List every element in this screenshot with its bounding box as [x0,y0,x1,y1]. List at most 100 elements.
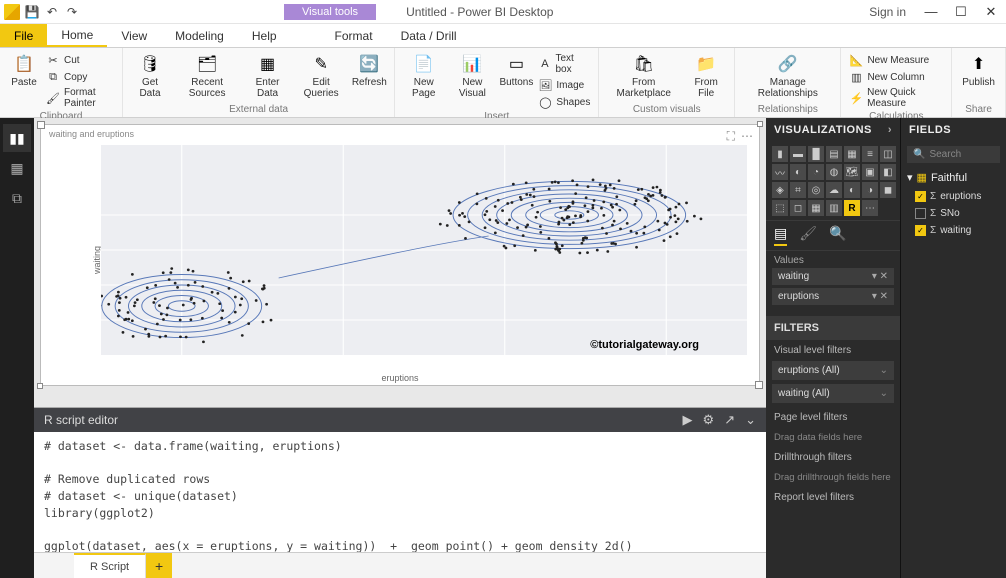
values-field[interactable]: waiting▾ ✕ [772,268,894,285]
model-view-icon[interactable]: ⧉ [3,184,31,212]
redo-icon[interactable]: ↷ [64,4,80,20]
analytics-tab-icon[interactable]: 🔍 [829,225,846,246]
viz-type-icon[interactable]: ◍ [826,164,842,180]
tab-view[interactable]: View [107,24,161,47]
sign-in-link[interactable]: Sign in [869,5,906,19]
viz-type-icon[interactable]: ▣ [862,164,878,180]
viz-type-icon[interactable]: ◐ [790,164,806,180]
page-filters-hint[interactable]: Drag data fields here [766,428,900,447]
values-well[interactable]: waiting▾ ✕ eruptions▾ ✕ [772,268,894,308]
viz-type-icon[interactable]: ≡ [862,146,878,162]
run-script-icon[interactable]: ▶ [683,412,693,428]
shapes-button[interactable]: ◯Shapes [536,94,592,110]
tab-data-drill[interactable]: Data / Drill [387,24,471,47]
field-waiting[interactable]: ✓Σwaiting [901,222,1006,239]
viz-type-icon[interactable]: R [844,200,860,216]
viz-type-icon[interactable]: ▬ [790,146,806,162]
cut-icon: ✂ [46,53,60,67]
tab-help[interactable]: Help [238,24,291,47]
fields-search[interactable]: 🔍Search [907,146,1000,163]
add-page-button[interactable]: + [146,553,172,578]
viz-type-icon[interactable]: ▤ [826,146,842,162]
external-editor-icon[interactable]: ↗ [724,412,735,428]
cut-button[interactable]: ✂Cut [44,52,116,68]
refresh-button[interactable]: 🔄Refresh [350,50,388,103]
viz-type-icon[interactable]: ☁ [826,182,842,198]
tab-format[interactable]: Format [321,24,387,47]
viz-type-icon[interactable]: ▥ [826,200,842,216]
settings-icon[interactable]: ⚙ [703,412,715,428]
tab-modeling[interactable]: Modeling [161,24,238,47]
close-icon[interactable]: ✕ [976,0,1006,24]
more-options-icon[interactable]: ⋯ [741,129,753,144]
drillthrough-hint[interactable]: Drag drillthrough fields here [766,468,900,487]
field-eruptions[interactable]: ✓Σeruptions [901,188,1006,205]
report-filters-label: Report level filters [766,487,900,508]
viz-type-icon[interactable]: ◑ [862,182,878,198]
textbox-button[interactable]: AText box [536,52,592,76]
r-code-area[interactable]: # dataset <- data.frame(waiting, eruptio… [34,432,766,552]
new-measure-button[interactable]: 📐New Measure [847,52,945,68]
from-file-button[interactable]: 📁From File [684,50,728,103]
viz-type-icon[interactable]: ⬚ [772,200,788,216]
minimize-icon[interactable]: — [916,0,946,24]
values-field[interactable]: eruptions▾ ✕ [772,288,894,305]
publish-button[interactable]: ⬆Publish [958,50,999,103]
shapes-icon: ◯ [538,95,552,109]
enter-data-button[interactable]: ▦Enter Data [243,50,292,103]
field-SNo[interactable]: ΣSNo [901,205,1006,222]
page-tab-rscript[interactable]: R Script [74,553,146,578]
tab-file[interactable]: File [0,24,47,47]
get-data-button[interactable]: 🛢Get Data [129,50,171,103]
viz-type-icon[interactable]: ◧ [880,164,896,180]
format-tab-icon[interactable]: 🖌 [799,225,817,246]
manage-relationships-button[interactable]: 🔗Manage Relationships [741,50,834,103]
viz-type-icon[interactable]: ⌗ [790,182,806,198]
new-page-button[interactable]: 📄New Page [401,50,446,110]
tab-home[interactable]: Home [47,24,107,47]
viz-type-icon[interactable]: ◐ [844,182,860,198]
new-quick-measure-button[interactable]: ⚡New Quick Measure [847,86,945,110]
r-visual-frame[interactable]: waiting and eruptions ⛶ ⋯ waiting erupti… [40,124,760,386]
viz-type-icon[interactable]: ◻ [790,200,806,216]
table-node-faithful[interactable]: ▾▦Faithful [901,167,1006,188]
visual-filter-item[interactable]: waiting (All)⌄ [772,384,894,403]
viz-type-icon[interactable]: 〰 [772,164,788,180]
collapse-viz-icon[interactable]: › [888,124,892,136]
undo-icon[interactable]: ↶ [44,4,60,20]
save-icon[interactable]: 💾 [24,4,40,20]
new-column-button[interactable]: ▥New Column [847,69,945,85]
viz-type-icon[interactable]: ◫ [880,146,896,162]
viz-type-icon[interactable]: ◼ [880,182,896,198]
image-button[interactable]: 🖼Image [536,77,592,93]
paste-button[interactable]: 📋Paste [6,50,42,110]
buttons-button[interactable]: ▭Buttons [498,50,534,110]
viz-type-icon[interactable]: ◔ [808,164,824,180]
group-calculations: 📐New Measure ▥New Column ⚡New Quick Meas… [841,48,952,117]
new-visual-button[interactable]: 📊New Visual [448,50,496,110]
viz-type-icon[interactable]: ◈ [772,182,788,198]
viz-type-icon[interactable]: █ [808,146,824,162]
group-share: ⬆Publish Share [952,48,1006,117]
collapse-icon[interactable]: ⌄ [745,412,756,428]
viz-type-icon[interactable]: ▮ [772,146,788,162]
viz-type-icon[interactable]: ⋯ [862,200,878,216]
format-painter-button[interactable]: 🖌Format Painter [44,86,116,110]
chevron-down-icon: ▾ [907,171,913,184]
report-view-icon[interactable]: ▮▮ [3,124,31,152]
viz-type-icon[interactable]: 🗺 [844,164,860,180]
data-view-icon[interactable]: ▦ [3,154,31,182]
copy-button[interactable]: ⧉Copy [44,69,116,85]
viz-type-icon[interactable]: ▦ [844,146,860,162]
drillthrough-label: Drillthrough filters [766,447,900,468]
fields-tab-icon[interactable]: ▤ [774,225,787,246]
from-marketplace-button[interactable]: 🛍From Marketplace [605,50,682,103]
edit-queries-button[interactable]: ✎Edit Queries [294,50,349,103]
recent-sources-button[interactable]: 🗂Recent Sources [173,50,241,103]
viz-type-icon[interactable]: ▦ [808,200,824,216]
visual-filter-item[interactable]: eruptions (All)⌄ [772,361,894,380]
focus-mode-icon[interactable]: ⛶ [727,129,735,144]
report-canvas[interactable]: waiting and eruptions ⛶ ⋯ waiting erupti… [34,118,766,407]
maximize-icon[interactable]: ☐ [946,0,976,24]
viz-type-icon[interactable]: ◎ [808,182,824,198]
